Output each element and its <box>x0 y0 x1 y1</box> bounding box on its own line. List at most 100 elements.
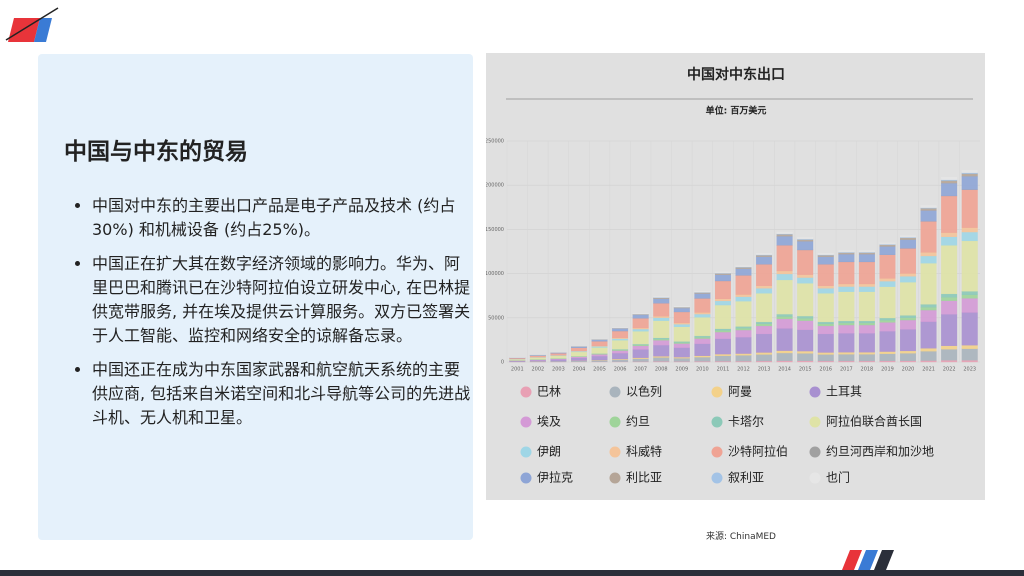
legend-marker <box>609 416 621 428</box>
bar-segment <box>961 312 978 346</box>
bar-segment <box>858 360 875 363</box>
bar-segment <box>612 340 629 350</box>
bar-segment <box>920 309 937 322</box>
bar-segment <box>673 347 690 358</box>
bar-segment <box>612 359 629 362</box>
bar-segment <box>735 267 752 269</box>
legend-label: 伊拉克 <box>537 470 573 485</box>
x-tick-label: 2020 <box>902 367 915 373</box>
bar-segment <box>756 285 773 289</box>
bar-segment <box>612 350 629 354</box>
legend-label: 卡塔尔 <box>728 414 764 429</box>
y-tick-label: 200000 <box>486 183 504 189</box>
y-tick-label: 50000 <box>488 315 504 321</box>
bar-segment <box>879 286 896 319</box>
legend-marker <box>809 416 821 428</box>
text-panel: 中国与中东的贸易 中国对中东的主要出口产品是电子产品及技术 (约占30%) 和机… <box>38 54 473 540</box>
bar-segment <box>776 328 793 351</box>
bar-segment <box>900 239 916 249</box>
bar-segment <box>756 255 773 257</box>
bar-segment <box>529 357 546 360</box>
bar-segment <box>817 255 834 257</box>
bar-segment <box>735 329 752 338</box>
bar-segment <box>858 291 875 322</box>
legend-label: 以色列 <box>626 385 662 399</box>
bar-segment <box>714 271 731 274</box>
bar-segment <box>817 293 834 323</box>
bar-segment <box>817 325 834 335</box>
legend-label: 约旦河西岸和加沙地 <box>826 444 934 459</box>
x-tick-label: 2022 <box>943 367 956 373</box>
bar-segment <box>735 326 752 329</box>
bar-segment <box>694 298 711 313</box>
bar-segment <box>900 319 916 330</box>
bar-segment <box>735 301 752 327</box>
bar-segment <box>714 331 731 339</box>
bar-segment <box>756 360 773 363</box>
bar-segment <box>797 241 814 251</box>
chart-subtitle: 单位: 百万美元 <box>706 105 767 117</box>
bar-segment <box>817 285 834 289</box>
bar-segment <box>756 352 773 355</box>
bar-segment <box>858 261 875 285</box>
bar-segment <box>591 346 608 348</box>
bar-segment <box>776 360 793 363</box>
bar-segment <box>591 354 608 357</box>
legend-label: 沙特阿拉伯 <box>728 444 788 459</box>
bar-segment <box>838 333 855 353</box>
x-tick-label: 2005 <box>593 367 606 373</box>
bar-segment <box>941 345 958 350</box>
x-tick-label: 2021 <box>922 367 935 373</box>
bar-segment <box>858 252 875 255</box>
bar-segment <box>632 358 649 362</box>
bar-segment <box>714 280 731 299</box>
bar-segment <box>591 360 608 362</box>
x-tick-label: 2010 <box>696 367 709 373</box>
bar-segment <box>941 293 958 298</box>
bar-segment <box>673 356 690 359</box>
bar-segment <box>714 304 731 329</box>
bar-segment <box>673 306 690 308</box>
bar-segment <box>776 352 793 361</box>
bar-segment <box>879 360 896 363</box>
bar-segment <box>941 245 958 295</box>
x-tick-label: 2015 <box>799 367 812 373</box>
slide-title: 中国与中东的贸易 <box>64 139 248 165</box>
bar-segment <box>879 320 896 323</box>
bar-segment <box>714 298 731 302</box>
bar-segment <box>879 246 896 255</box>
bullet-list: 中国对中东的主要出口产品是电子产品及技术 (约占30%) 和机械设备 (约占25… <box>74 194 472 440</box>
bar-segment <box>797 320 814 330</box>
bar-segment <box>797 237 814 240</box>
chart-title: 中国对中东出口 <box>687 66 785 83</box>
bar-segment <box>900 235 916 238</box>
bar-segment <box>817 333 834 353</box>
x-tick-label: 2003 <box>552 367 565 373</box>
bar-segment <box>858 322 875 326</box>
bar-segment <box>838 354 855 362</box>
bar-segment <box>694 338 711 344</box>
bar-segment <box>838 320 855 324</box>
bar-segment <box>694 291 711 293</box>
bar-segment <box>673 341 690 343</box>
bar-segment <box>920 348 937 352</box>
bar-segment <box>694 355 711 358</box>
bar-segment <box>591 347 608 354</box>
bar-segment <box>961 176 978 190</box>
bar-segment <box>797 274 814 278</box>
chart: 中国对中东出口 单位: 百万美元 0 50000 100000 150000 20000… <box>486 53 985 500</box>
bar-segment <box>838 283 855 287</box>
bar-segment <box>961 291 978 295</box>
bar-segment <box>961 240 978 292</box>
bar-segment <box>879 331 896 352</box>
bar-segment <box>776 316 793 320</box>
bar-segment <box>673 326 690 342</box>
x-tick-label: 2008 <box>655 367 668 373</box>
bar-segment <box>776 231 793 234</box>
bar-segment <box>961 227 978 233</box>
legend-marker <box>520 416 532 428</box>
legend-label: 科威特 <box>626 444 662 459</box>
x-tick-label: 2002 <box>531 367 544 373</box>
bar-segment <box>838 250 855 253</box>
bar-segment <box>941 360 958 363</box>
